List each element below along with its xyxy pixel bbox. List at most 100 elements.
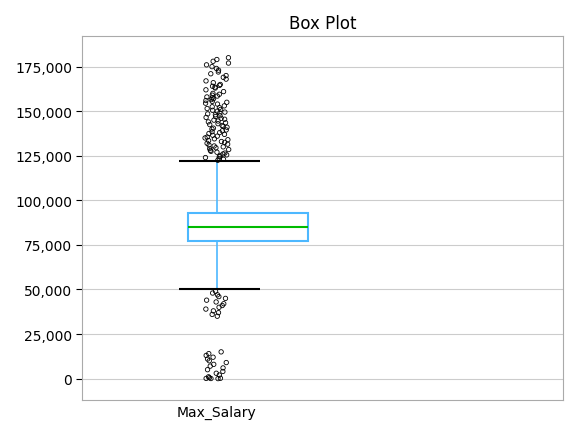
Point bbox=[220, 109, 229, 116]
Point bbox=[213, 93, 222, 100]
Point bbox=[218, 75, 228, 82]
Point bbox=[222, 99, 231, 106]
Point bbox=[217, 139, 226, 146]
Point bbox=[217, 123, 227, 130]
Point bbox=[202, 297, 211, 304]
Point bbox=[220, 140, 229, 147]
Point bbox=[205, 142, 214, 149]
Point bbox=[204, 119, 213, 126]
Point bbox=[221, 295, 230, 302]
Point bbox=[219, 157, 228, 164]
Point bbox=[202, 106, 212, 113]
Point bbox=[209, 96, 218, 103]
Point bbox=[209, 80, 218, 87]
Point bbox=[209, 59, 218, 66]
Point bbox=[216, 113, 225, 120]
Point bbox=[213, 292, 222, 299]
Point bbox=[212, 299, 221, 306]
Point bbox=[212, 370, 221, 377]
Point bbox=[213, 375, 223, 382]
Point bbox=[221, 359, 231, 366]
Point bbox=[213, 108, 222, 115]
Point bbox=[223, 137, 232, 144]
Point bbox=[211, 112, 220, 119]
Point bbox=[210, 143, 219, 150]
Point bbox=[210, 85, 220, 92]
Point bbox=[214, 372, 224, 378]
Point bbox=[208, 95, 217, 102]
Point bbox=[201, 87, 210, 94]
Point bbox=[213, 102, 222, 108]
Point bbox=[206, 375, 216, 382]
Point bbox=[215, 130, 224, 137]
Point bbox=[214, 304, 224, 311]
Point bbox=[202, 62, 211, 69]
Point bbox=[202, 375, 211, 382]
Point bbox=[206, 148, 215, 155]
Point bbox=[206, 363, 215, 370]
Point bbox=[214, 69, 223, 76]
Point bbox=[218, 368, 228, 375]
Point bbox=[202, 134, 212, 141]
Point bbox=[213, 158, 223, 164]
Point bbox=[209, 117, 218, 124]
Point bbox=[217, 302, 227, 309]
Point bbox=[218, 144, 228, 151]
Point bbox=[202, 115, 211, 122]
Point bbox=[208, 91, 217, 98]
Point bbox=[203, 356, 212, 363]
Point bbox=[205, 375, 214, 381]
Point bbox=[204, 374, 213, 381]
Point bbox=[220, 132, 229, 138]
Point bbox=[224, 55, 233, 62]
Point bbox=[217, 115, 226, 122]
Point bbox=[218, 365, 228, 372]
Point bbox=[205, 358, 214, 365]
Point bbox=[212, 149, 221, 156]
Point bbox=[204, 350, 213, 357]
Point bbox=[208, 311, 217, 318]
Point bbox=[214, 92, 224, 99]
Point bbox=[201, 78, 210, 85]
Point bbox=[206, 148, 216, 155]
Point bbox=[221, 73, 231, 80]
Point bbox=[215, 110, 224, 117]
Point bbox=[214, 154, 224, 161]
Point bbox=[201, 98, 210, 105]
Point bbox=[203, 111, 212, 118]
Point bbox=[213, 133, 222, 140]
Point bbox=[213, 313, 222, 320]
Point bbox=[202, 141, 212, 148]
Point bbox=[205, 146, 214, 153]
Point bbox=[208, 92, 217, 99]
Point bbox=[223, 141, 232, 148]
Point bbox=[212, 57, 221, 64]
Point bbox=[202, 352, 211, 359]
Point bbox=[201, 101, 210, 108]
Point bbox=[201, 306, 210, 313]
Point bbox=[204, 131, 213, 138]
Point bbox=[224, 60, 233, 67]
Point bbox=[218, 124, 228, 131]
Point bbox=[209, 361, 218, 368]
Point bbox=[208, 108, 217, 115]
Point bbox=[221, 127, 231, 134]
Point bbox=[218, 151, 228, 158]
Point bbox=[214, 68, 223, 75]
Point bbox=[219, 89, 228, 96]
Bar bbox=[188, 214, 308, 242]
Point bbox=[211, 288, 220, 295]
Point bbox=[212, 145, 221, 152]
Point bbox=[209, 354, 218, 361]
Point bbox=[220, 116, 229, 123]
Point bbox=[221, 120, 230, 127]
Point bbox=[208, 64, 217, 71]
Point bbox=[208, 126, 217, 133]
Point bbox=[211, 114, 220, 121]
Point bbox=[213, 118, 223, 125]
Point bbox=[213, 121, 223, 128]
Point bbox=[224, 147, 234, 154]
Point bbox=[216, 153, 225, 160]
Point bbox=[205, 122, 214, 129]
Point bbox=[222, 152, 231, 159]
